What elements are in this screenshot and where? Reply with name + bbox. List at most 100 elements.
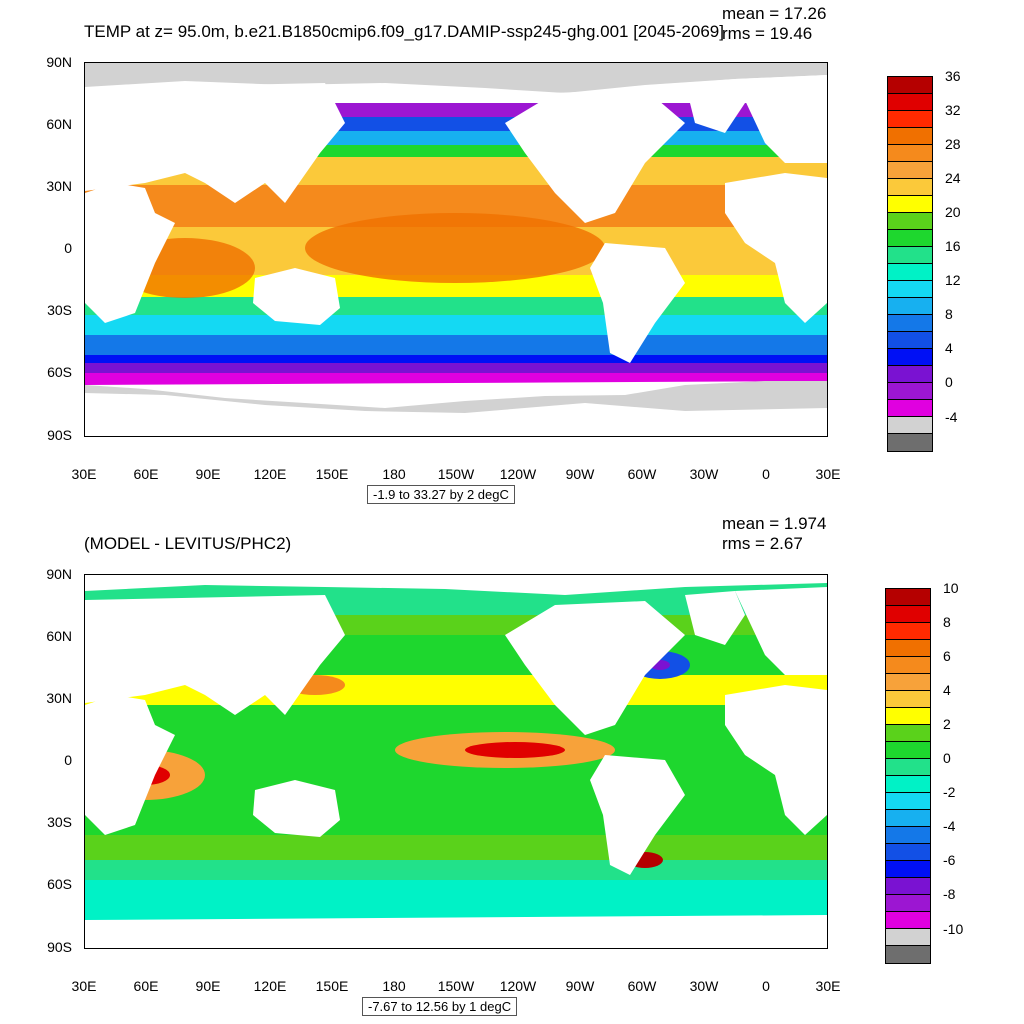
lon-label: 120E xyxy=(253,466,287,482)
lat-label: 0 xyxy=(64,752,72,768)
colorbar-swatch xyxy=(888,230,932,247)
contour-range-box: -1.9 to 33.27 by 2 degC xyxy=(367,485,515,504)
colorbar-label: 32 xyxy=(945,102,961,118)
colorbar-swatch xyxy=(888,315,932,332)
colorbar-swatch xyxy=(886,827,930,844)
lon-label: 0 xyxy=(762,466,770,482)
lon-label: 30W xyxy=(689,978,719,994)
panel-title: (MODEL - LEVITUS/PHC2) xyxy=(84,534,292,553)
colorbar-label: -2 xyxy=(943,784,956,800)
colorbar-swatch xyxy=(886,861,930,878)
colorbar-label: 8 xyxy=(943,614,951,630)
colorbar-swatch xyxy=(886,912,930,929)
colorbar-swatch xyxy=(886,589,930,606)
contour-range-box: -7.67 to 12.56 by 1 degC xyxy=(362,997,518,1016)
lat-label: 60S xyxy=(47,364,72,380)
lon-label: 30W xyxy=(689,466,719,482)
colorbar-swatch xyxy=(886,725,930,742)
colorbar-label: 4 xyxy=(943,682,951,698)
colorbar-swatch xyxy=(888,162,932,179)
colorbar-swatch xyxy=(888,383,932,400)
lat-label: 30N xyxy=(46,178,72,194)
colorbar-swatch xyxy=(888,145,932,162)
colorbar-label: 2 xyxy=(943,716,951,732)
lon-label: 180 xyxy=(382,466,406,482)
colorbar-label: 8 xyxy=(945,306,953,322)
colorbar-swatch xyxy=(888,94,932,111)
colorbar-label: 10 xyxy=(943,580,959,596)
mean-value: mean = 17.26 xyxy=(722,4,827,23)
colorbar-swatch xyxy=(886,878,930,895)
lon-label: 90E xyxy=(195,466,221,482)
colorbar-swatch xyxy=(886,742,930,759)
lon-label: 30E xyxy=(815,978,841,994)
lat-label: 30S xyxy=(47,302,72,318)
colorbar-swatch xyxy=(888,77,932,94)
colorbar xyxy=(885,588,931,964)
colorbar-swatch xyxy=(886,606,930,623)
colorbar-swatch xyxy=(888,400,932,417)
colorbar-label: 0 xyxy=(945,374,953,390)
lon-label: 30E xyxy=(71,466,97,482)
lat-label: 90N xyxy=(46,566,72,582)
lon-label: 150E xyxy=(315,978,349,994)
colorbar-label: 28 xyxy=(945,136,961,152)
colorbar-swatch xyxy=(886,623,930,640)
temperature-map xyxy=(84,62,828,437)
lon-label: 120E xyxy=(253,978,287,994)
colorbar-label: -8 xyxy=(943,886,956,902)
colorbar-label: -4 xyxy=(943,818,956,834)
mean-value: mean = 1.974 xyxy=(722,514,827,533)
colorbar-label: 12 xyxy=(945,272,961,288)
colorbar-swatch xyxy=(888,349,932,366)
colorbar-swatch xyxy=(886,708,930,725)
lon-label: 60W xyxy=(627,978,657,994)
lat-label: 60S xyxy=(47,876,72,892)
colorbar-swatch xyxy=(886,810,930,827)
lon-label: 90W xyxy=(565,978,595,994)
difference-map xyxy=(84,574,828,949)
lat-label: 90N xyxy=(46,54,72,70)
colorbar xyxy=(887,76,933,452)
colorbar-swatch xyxy=(888,179,932,196)
lon-label: 0 xyxy=(762,978,770,994)
lon-label: 120W xyxy=(499,978,537,994)
colorbar-swatch xyxy=(888,111,932,128)
rms-value: rms = 2.67 xyxy=(722,534,803,553)
lon-label: 30E xyxy=(815,466,841,482)
colorbar-swatch xyxy=(888,417,932,434)
colorbar-swatch xyxy=(888,366,932,383)
colorbar-label: 20 xyxy=(945,204,961,220)
lat-label: 60N xyxy=(46,628,72,644)
lon-label: 180 xyxy=(382,978,406,994)
colorbar-swatch xyxy=(886,946,930,963)
lat-label: 90S xyxy=(47,427,72,443)
colorbar-swatch xyxy=(888,213,932,230)
colorbar-swatch xyxy=(886,844,930,861)
lat-label: 60N xyxy=(46,116,72,132)
colorbar-label: 4 xyxy=(945,340,953,356)
colorbar-label: 24 xyxy=(945,170,961,186)
colorbar-swatch xyxy=(886,640,930,657)
colorbar-swatch xyxy=(886,759,930,776)
colorbar-swatch xyxy=(888,196,932,213)
lat-label: 30S xyxy=(47,814,72,830)
colorbar-label: -6 xyxy=(943,852,956,868)
colorbar-swatch xyxy=(888,264,932,281)
colorbar-swatch xyxy=(888,247,932,264)
colorbar-swatch xyxy=(888,128,932,145)
colorbar-swatch xyxy=(886,895,930,912)
lat-label: 0 xyxy=(64,240,72,256)
temperature-panel: TEMP at z= 95.0m, b.e21.B1850cmip6.f09_g… xyxy=(46,4,961,504)
colorbar-swatch xyxy=(886,793,930,810)
rms-value: rms = 19.46 xyxy=(722,24,813,43)
lon-label: 150E xyxy=(315,466,349,482)
lon-label: 60E xyxy=(133,466,159,482)
lon-label: 90E xyxy=(195,978,221,994)
panel-title: TEMP at z= 95.0m, b.e21.B1850cmip6.f09_g… xyxy=(84,22,724,41)
colorbar-label: 0 xyxy=(943,750,951,766)
colorbar-label: -10 xyxy=(943,921,964,937)
colorbar-swatch xyxy=(886,657,930,674)
lon-label: 150W xyxy=(437,978,475,994)
lon-label: 30E xyxy=(71,978,97,994)
